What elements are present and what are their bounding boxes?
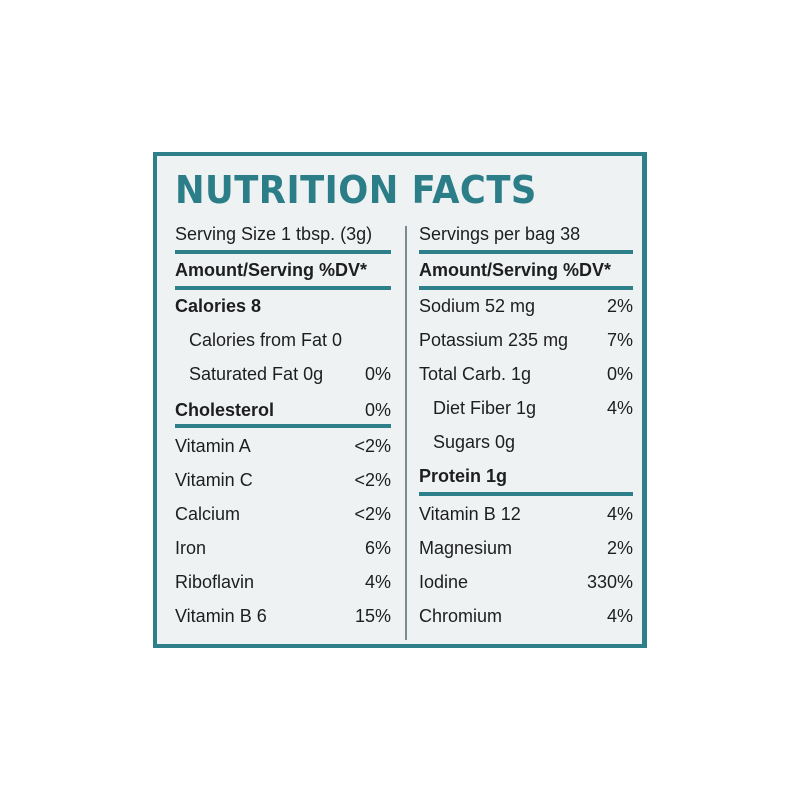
nutrient-name: Cholesterol — [175, 400, 275, 420]
amount-header: Amount/Serving %DV* — [175, 260, 368, 280]
nutrient-name: Vitamin B 12 — [419, 504, 521, 524]
nutrient-name: Calories from Fat 0 — [189, 330, 343, 350]
nutrient-row: Calories from Fat 0 — [175, 326, 391, 354]
nutrient-row: Saturated Fat 0g 0% — [175, 360, 391, 388]
nutrition-facts-label: NUTRITION FACTS Serving Size 1 tbsp. (3g… — [153, 152, 647, 648]
amount-header: Amount/Serving %DV* — [419, 260, 612, 280]
nutrient-value: 4% — [606, 398, 633, 418]
nutrient-name: Iron — [175, 538, 207, 558]
nutrient-name: Vitamin A — [175, 436, 251, 456]
serving-size: Serving Size 1 tbsp. (3g) — [175, 224, 373, 244]
nutrient-name: Calcium — [175, 504, 241, 524]
nutrient-name: Magnesium — [419, 538, 513, 558]
nutrient-row: Calories 8 — [175, 292, 391, 320]
header-rule — [419, 250, 633, 254]
nutrient-row: Vitamin A <2% — [175, 432, 391, 460]
servings-per-bag: Servings per bag 38 — [419, 224, 581, 244]
nutrient-value: <2% — [354, 504, 391, 524]
nutrient-row: Magnesium 2% — [419, 534, 633, 562]
nutrient-row: Vitamin C <2% — [175, 466, 391, 494]
nutrient-name: Vitamin B 6 — [175, 606, 267, 626]
nutrient-row: Vitamin B 6 15% — [175, 602, 391, 630]
nutrient-name: Total Carb. 1g — [419, 364, 532, 384]
nutrient-row: Iron 6% — [175, 534, 391, 562]
nutrient-row: Total Carb. 1g 0% — [419, 360, 633, 388]
nutrient-row: Protein 1g — [419, 462, 633, 490]
nutrient-name: Diet Fiber 1g — [433, 398, 537, 418]
nutrient-value: 7% — [606, 330, 633, 350]
nutrient-value: 2% — [606, 538, 633, 558]
section-rule — [175, 424, 391, 428]
nutrient-value: 0% — [364, 364, 391, 384]
nutrient-row: Riboflavin 4% — [175, 568, 391, 596]
nutrient-value: 0% — [364, 400, 391, 420]
nutrient-name: Calories 8 — [175, 296, 262, 316]
nutrient-value: <2% — [354, 470, 391, 490]
nutrient-value: 6% — [364, 538, 391, 558]
nutrient-row: Cholesterol 0% — [175, 396, 391, 424]
nutrient-value: 15% — [354, 606, 391, 626]
nutrient-name: Sodium 52 mg — [419, 296, 536, 316]
nutrient-value: <2% — [354, 436, 391, 456]
nutrient-row: Sugars 0g — [419, 428, 633, 456]
nutrient-name: Saturated Fat 0g — [189, 364, 324, 384]
nutrient-name: Vitamin C — [175, 470, 253, 490]
nutrient-value: 330% — [586, 572, 633, 592]
label-title: NUTRITION FACTS — [175, 168, 537, 212]
nutrient-value: 4% — [364, 572, 391, 592]
nutrient-value: 4% — [606, 606, 633, 626]
nutrient-row: Calcium <2% — [175, 500, 391, 528]
nutrient-row: Potassium 235 mg 7% — [419, 326, 633, 354]
nutrient-row: Vitamin B 12 4% — [419, 500, 633, 528]
nutrient-row: Sodium 52 mg 2% — [419, 292, 633, 320]
nutrient-name: Sugars 0g — [433, 432, 516, 452]
nutrient-value: 4% — [606, 504, 633, 524]
nutrient-name: Protein 1g — [419, 466, 508, 486]
nutrient-row: Chromium 4% — [419, 602, 633, 630]
nutrient-name: Chromium — [419, 606, 503, 626]
section-rule — [419, 492, 633, 496]
nutrient-value: 2% — [606, 296, 633, 316]
nutrient-name: Iodine — [419, 572, 469, 592]
nutrient-row: Diet Fiber 1g 4% — [419, 394, 633, 422]
nutrient-name: Riboflavin — [175, 572, 255, 592]
right-column: Servings per bag 38 Amount/Serving %DV* … — [419, 220, 633, 644]
nutrient-row: Iodine 330% — [419, 568, 633, 596]
amount-rule — [419, 286, 633, 290]
nutrient-name: Potassium 235 mg — [419, 330, 569, 350]
left-column: Serving Size 1 tbsp. (3g) Amount/Serving… — [175, 220, 391, 644]
nutrient-value: 0% — [606, 364, 633, 384]
amount-rule — [175, 286, 391, 290]
column-divider — [405, 226, 407, 640]
header-rule — [175, 250, 391, 254]
